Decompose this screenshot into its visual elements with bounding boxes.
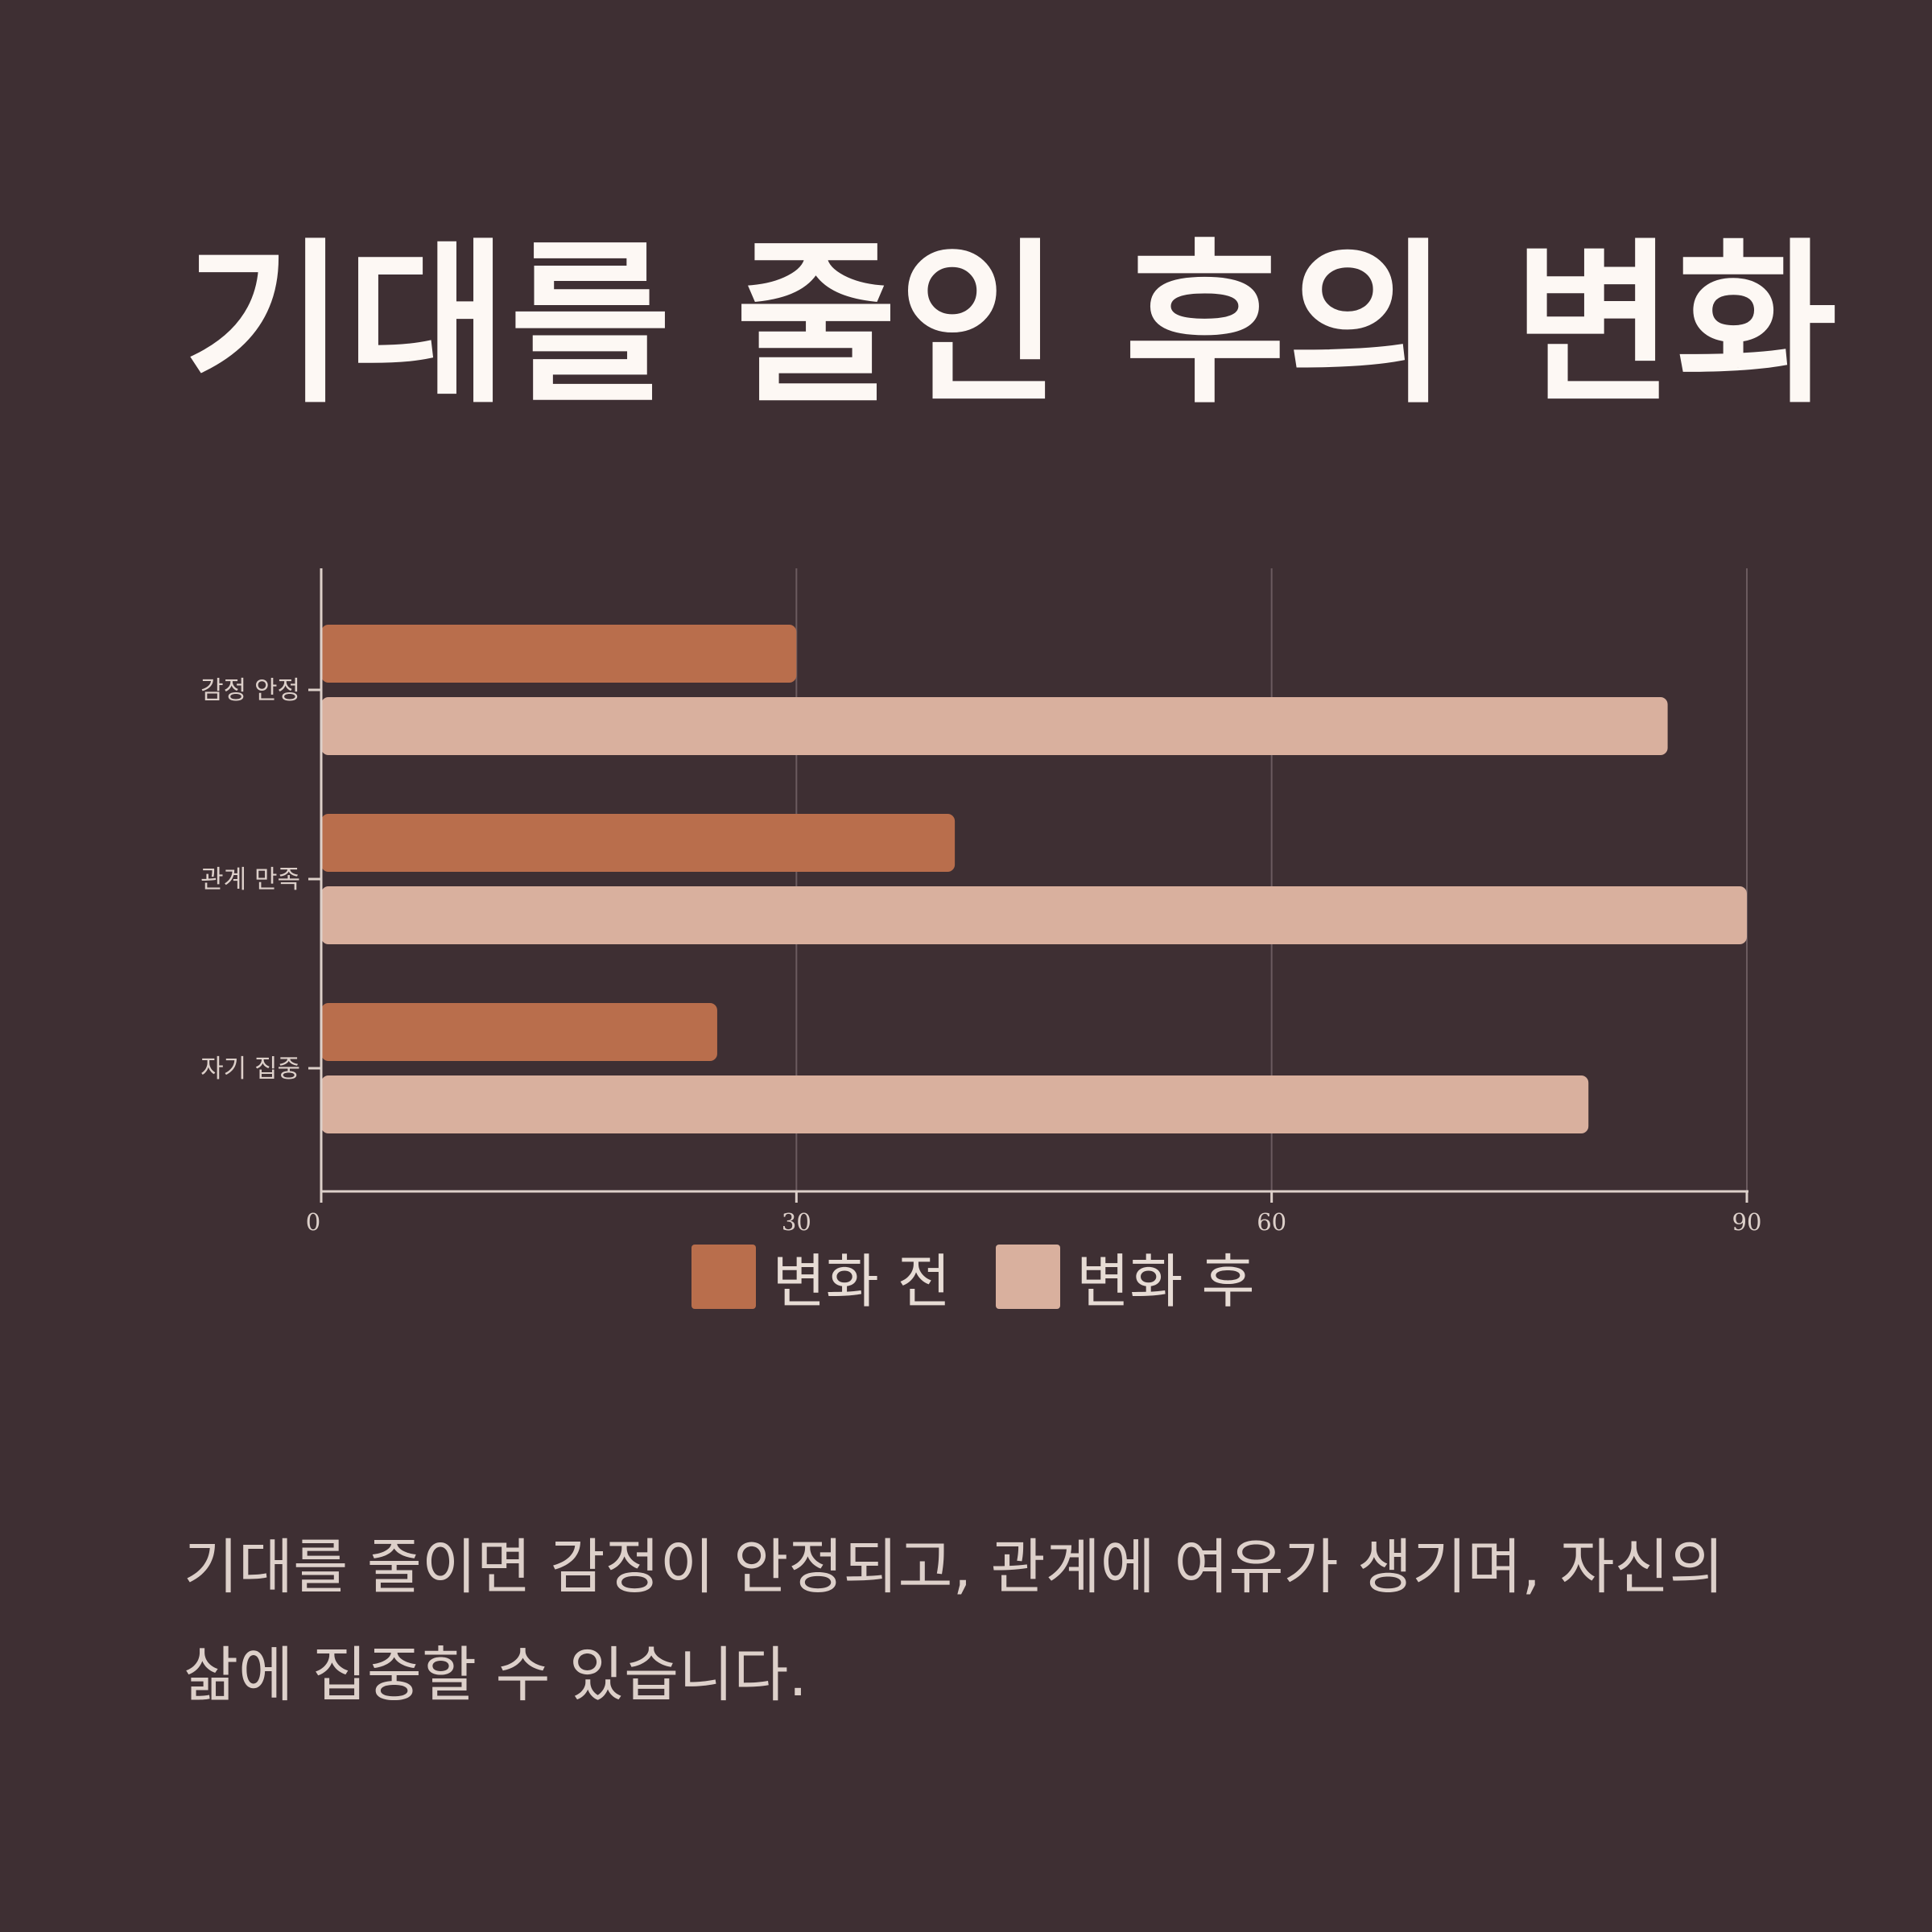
bar-before [321, 814, 956, 872]
legend-item-after: 변화 후 [996, 1234, 1255, 1319]
category-label: 자기 집중 [200, 1055, 300, 1084]
page-title: 기대를 줄인 후의 변화 [184, 224, 1839, 427]
bar-after [321, 886, 1747, 944]
category-label: 감정 안정 [200, 676, 300, 705]
x-tick-label: 90 [1732, 1208, 1762, 1236]
legend-swatch-after [996, 1244, 1060, 1309]
bar-before [321, 1003, 717, 1061]
bar-after [321, 1075, 1589, 1133]
chart-legend: 변화 전 변화 후 [0, 1234, 1932, 1319]
legend-label-after: 변화 후 [1076, 1248, 1255, 1315]
legend-swatch-before [691, 1244, 757, 1309]
legend-label-before: 변화 전 [772, 1248, 951, 1315]
category-label: 관계 만족 [200, 865, 300, 894]
x-tick-label: 0 [306, 1208, 320, 1236]
bar-after [321, 697, 1668, 755]
caption-text: 기대를 줄이면 감정이 안정되고, 관계에 여유가 생기며, 자신의 삶에 집중… [184, 1533, 1724, 1710]
legend-item-before: 변화 전 [691, 1234, 951, 1319]
bar-before [321, 625, 797, 683]
x-tick-label: 30 [782, 1208, 811, 1236]
x-tick-label: 60 [1257, 1208, 1286, 1236]
